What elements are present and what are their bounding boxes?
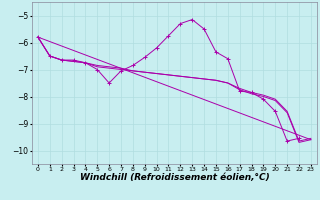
X-axis label: Windchill (Refroidissement éolien,°C): Windchill (Refroidissement éolien,°C) <box>80 173 269 182</box>
